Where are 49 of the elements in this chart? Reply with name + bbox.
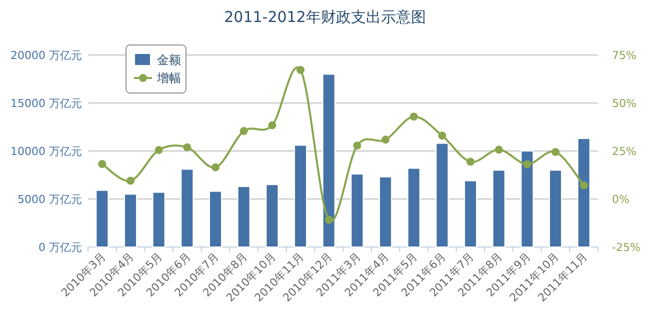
bar: [577, 138, 590, 248]
bar: [124, 194, 137, 248]
point: [154, 146, 163, 154]
bar: [436, 142, 449, 248]
bar: [549, 170, 562, 248]
bar: [464, 180, 477, 248]
point: [98, 160, 106, 168]
bar: [322, 74, 336, 248]
y-tick-label: 5000 万亿元: [18, 193, 82, 206]
bar: [407, 168, 420, 248]
point: [552, 148, 560, 156]
point: [268, 121, 276, 130]
y2-tick-label: 75%: [612, 49, 636, 62]
point: [353, 142, 362, 150]
y2-tick-label: 50%: [612, 97, 636, 110]
point: [324, 216, 333, 224]
point: [438, 132, 446, 140]
point: [466, 158, 474, 166]
y-tick-label: 10000 万亿元: [10, 145, 82, 158]
point: [410, 112, 418, 121]
bar: [96, 190, 109, 248]
bar: [379, 176, 392, 248]
point: [494, 146, 503, 154]
point: [382, 136, 390, 144]
y2-tick-label: -25%: [612, 241, 640, 254]
point: [580, 181, 588, 190]
y2-tick-label: 25%: [612, 145, 636, 158]
bar: [350, 174, 364, 248]
bar: [492, 170, 506, 248]
y-tick-label: 0 万亿元: [38, 241, 82, 254]
point: [126, 176, 134, 185]
y2-tick-label: 0%: [612, 193, 630, 206]
bar: [520, 150, 534, 248]
bar: [294, 144, 307, 248]
point: [296, 66, 304, 74]
point: [212, 163, 220, 172]
y-tick-label: 15000 万亿元: [10, 97, 82, 110]
point: [523, 160, 532, 168]
bar: [209, 190, 222, 248]
chart-title: 2011-2012年财政支出示意图: [224, 8, 426, 26]
bar: [237, 186, 250, 248]
legend-label: 增幅: [156, 71, 181, 85]
y-tick-label: 20000 万亿元: [10, 49, 82, 62]
bar: [266, 184, 279, 248]
legend-label: 金额: [157, 53, 181, 67]
bar: [180, 168, 194, 248]
point: [240, 127, 248, 136]
bar: [152, 192, 166, 248]
point: [183, 143, 192, 152]
